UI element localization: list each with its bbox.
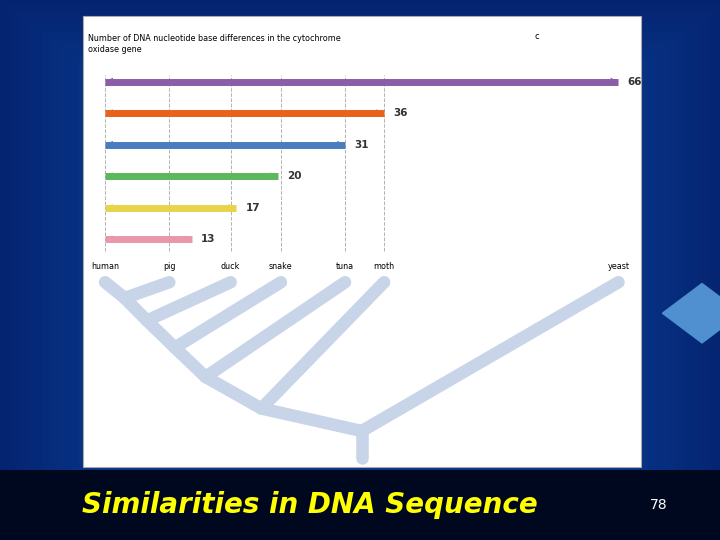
Text: duck: duck [221, 262, 240, 271]
Text: moth: moth [374, 262, 395, 271]
Polygon shape [662, 284, 720, 343]
Text: 78: 78 [650, 498, 667, 512]
Text: yeast: yeast [608, 262, 629, 271]
Text: human: human [91, 262, 119, 271]
Text: Similarities in DNA Sequence: Similarities in DNA Sequence [82, 491, 537, 519]
Text: tuna: tuna [336, 262, 354, 271]
Text: 20: 20 [287, 171, 302, 181]
Text: pig: pig [163, 262, 176, 271]
Text: c: c [535, 32, 539, 41]
Bar [0, 470, 720, 540]
Text: 31: 31 [354, 140, 369, 150]
Text: 17: 17 [246, 203, 260, 213]
Text: Number of DNA nucleotide base differences in the cytochrome
oxidase gene: Number of DNA nucleotide base difference… [89, 34, 341, 55]
Text: 66: 66 [628, 77, 642, 86]
Text: snake: snake [269, 262, 293, 271]
Text: 36: 36 [394, 108, 408, 118]
Bar [83, 16, 641, 467]
Text: 13: 13 [201, 234, 215, 245]
